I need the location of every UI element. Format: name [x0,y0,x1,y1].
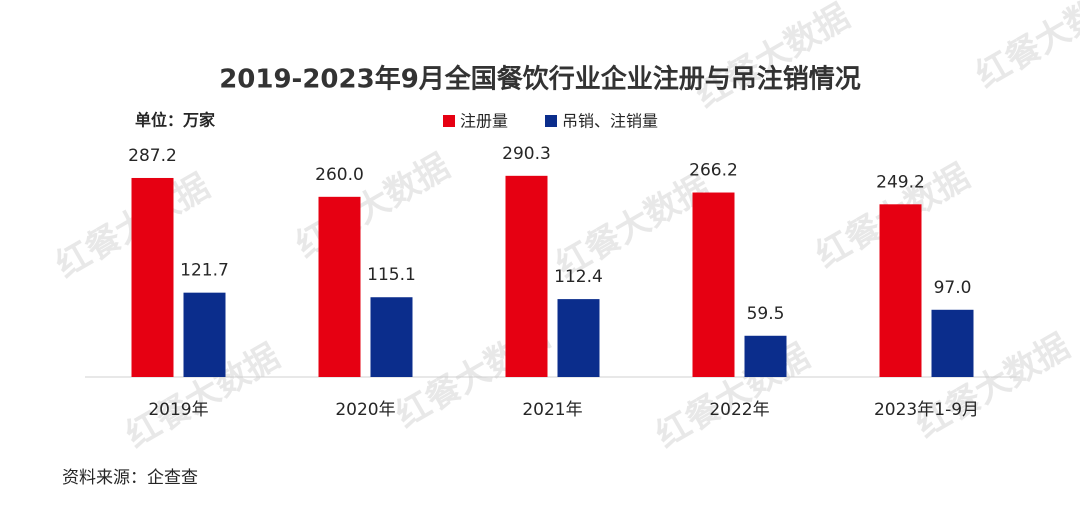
bar [318,196,361,377]
legend-label: 吊销、注销量 [562,112,658,131]
value-label: 287.2 [128,146,177,166]
bar [131,177,174,377]
bar [879,204,922,377]
bar [557,299,600,377]
x-tick-label: 2021年 [522,400,582,420]
value-label: 97.0 [934,278,972,298]
source: 资料来源：企查查 [62,468,198,488]
bar [183,292,226,377]
legend-swatch [443,115,455,127]
bar [692,192,735,377]
value-label: 59.5 [747,304,785,324]
x-tick-label: 2022年 [709,400,769,420]
value-label: 249.2 [876,172,925,192]
x-tick-label: 2023年1-9月 [874,400,979,420]
value-label: 121.7 [180,261,229,281]
unit-label: 单位：万家 [135,111,216,130]
value-label: 112.4 [554,267,603,287]
bar [505,175,548,377]
x-tick-label: 2019年 [148,400,208,420]
bar [744,335,787,377]
value-label: 115.1 [367,265,416,285]
legend-label: 注册量 [460,112,508,131]
value-label: 260.0 [315,165,364,185]
value-label: 266.2 [689,161,738,181]
legend-swatch [545,115,557,127]
bar [370,297,413,377]
watermark: 红餐大数据 [689,0,856,116]
value-label: 290.3 [502,144,551,164]
x-tick-label: 2020年 [335,400,395,420]
bar [931,309,974,377]
chart-title: 2019-2023年9月全国餐饮行业企业注册与吊注销情况 [219,64,861,95]
watermark: 红餐大数据 [969,0,1080,96]
